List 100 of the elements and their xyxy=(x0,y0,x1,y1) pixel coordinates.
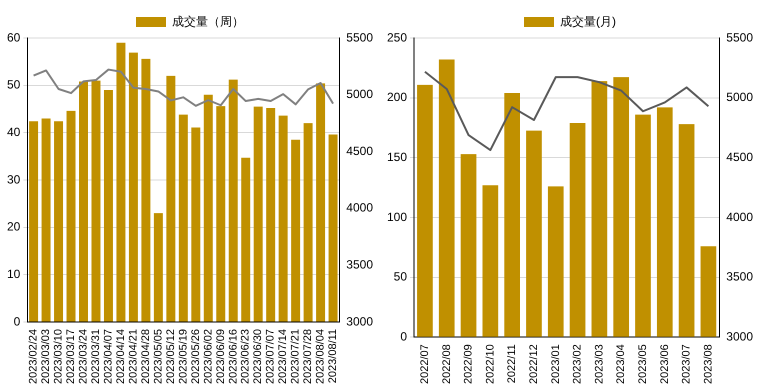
x-tick-label: 2023/03 xyxy=(593,344,606,384)
x-tick-label: 2023/03/17 xyxy=(65,328,78,384)
bar xyxy=(678,124,694,337)
y2-tick-label: 3500 xyxy=(726,270,754,284)
x-tick-label: 2023/03/24 xyxy=(78,328,90,384)
x-tick-label: 2023/03/03 xyxy=(40,328,52,384)
x-tick-label: 2023/05 xyxy=(637,344,650,384)
y2-tick-label: 3000 xyxy=(346,314,374,328)
y2-tick-label: 5000 xyxy=(726,90,754,104)
x-tick-label: 2022/07 xyxy=(418,344,431,384)
bar xyxy=(278,116,288,322)
x-tick-label: 2023/02 xyxy=(572,344,584,384)
bar xyxy=(266,108,276,322)
x-tick-label: 2022/08 xyxy=(440,344,453,384)
bar xyxy=(91,80,100,322)
bar xyxy=(154,213,163,322)
y-tick-label: 200 xyxy=(386,90,408,104)
bar xyxy=(417,84,433,337)
x-tick-label: 2023/03/31 xyxy=(90,328,102,384)
y-tick-label: 0 xyxy=(14,314,21,328)
x-tick-label: 2023/05/12 xyxy=(164,328,177,384)
y2-tick-label: 3000 xyxy=(726,330,754,344)
x-tick-label: 2023/08/04 xyxy=(314,328,327,384)
x-tick-label: 2023/05/05 xyxy=(152,328,164,384)
x-tick-label: 2023/01 xyxy=(550,344,562,384)
bar xyxy=(570,122,586,337)
x-tick-label: 2023/07/14 xyxy=(277,328,290,384)
x-tick-label: 2023/08 xyxy=(702,344,714,384)
y-tick-label: 20 xyxy=(6,220,21,234)
bar xyxy=(328,134,338,322)
x-tick-label: 2023/06/30 xyxy=(252,328,264,384)
x-tick-label: 2022/12 xyxy=(528,344,540,384)
y2-tick-label: 5500 xyxy=(346,30,374,44)
bar xyxy=(141,58,150,322)
bar xyxy=(548,186,564,337)
x-tick-label: 2023/08/11 xyxy=(327,328,340,384)
x-tick-label: 2023/04 xyxy=(615,344,628,384)
x-tick-label: 2023/06/02 xyxy=(202,328,214,384)
x-tick-label: 2023/06/16 xyxy=(227,328,240,384)
bar xyxy=(191,127,200,322)
bar xyxy=(656,107,673,337)
y2-tick-label: 5000 xyxy=(346,87,374,102)
x-tick-label: 2022/09 xyxy=(462,344,475,384)
x-tick-label: 2022/11 xyxy=(506,344,518,384)
bar xyxy=(460,154,476,337)
x-tick-label: 2023/04/28 xyxy=(140,328,152,384)
y2-tick-label: 5500 xyxy=(726,30,754,44)
bar xyxy=(42,118,51,322)
bar xyxy=(29,121,38,322)
bar xyxy=(504,93,520,337)
y-tick-label: 100 xyxy=(386,210,408,224)
bar xyxy=(178,114,188,322)
bar xyxy=(241,158,250,322)
bar xyxy=(104,90,113,322)
bar xyxy=(592,81,608,337)
bar xyxy=(79,82,88,322)
x-tick-label: 2023/07/28 xyxy=(302,328,314,384)
y2-tick-label: 3500 xyxy=(346,257,374,272)
y-tick-label: 0 xyxy=(400,330,408,344)
bar xyxy=(254,106,263,322)
bar xyxy=(216,106,226,322)
x-tick-label: 2023/04/14 xyxy=(114,328,127,384)
y2-tick-label: 4000 xyxy=(346,200,374,215)
bar xyxy=(613,77,630,337)
bar xyxy=(316,83,326,322)
bar xyxy=(635,114,651,337)
bar xyxy=(482,185,498,337)
y-tick-label: 10 xyxy=(6,266,21,281)
y-tick-label: 40 xyxy=(6,124,21,139)
x-tick-label: 2023/05/26 xyxy=(190,328,202,384)
x-tick-label: 2023/07/21 xyxy=(290,328,302,384)
x-tick-label: 2023/06/09 xyxy=(214,328,227,384)
y-tick-label: 50 xyxy=(6,78,21,92)
bar xyxy=(54,121,64,322)
bar xyxy=(204,94,213,322)
y-tick-label: 30 xyxy=(6,172,21,186)
bar xyxy=(291,140,300,322)
bar xyxy=(700,246,716,337)
x-tick-label: 2023/06/23 xyxy=(240,328,252,384)
legend-label: 成交量（周） xyxy=(172,14,244,28)
x-tick-label: 2023/04/21 xyxy=(127,328,140,384)
x-tick-label: 2023/02/24 xyxy=(28,328,40,384)
bar xyxy=(128,52,138,322)
bar xyxy=(116,42,126,322)
x-tick-label: 2023/07 xyxy=(680,344,693,384)
x-tick-label: 2023/06 xyxy=(658,344,671,384)
y2-tick-label: 4000 xyxy=(726,210,754,224)
x-tick-label: 2023/04/07 xyxy=(102,328,114,384)
x-tick-label: 2023/05/19 xyxy=(177,328,190,384)
bar xyxy=(438,60,455,337)
bar xyxy=(66,110,76,322)
y-tick-label: 250 xyxy=(386,30,408,44)
bar xyxy=(304,123,313,322)
y-tick-label: 50 xyxy=(394,270,408,284)
bar xyxy=(526,130,542,337)
x-tick-label: 2023/07/07 xyxy=(264,328,277,384)
bar xyxy=(228,80,238,322)
x-tick-label: 2022/10 xyxy=(484,344,496,384)
y-tick-label: 150 xyxy=(386,150,408,164)
y2-tick-label: 4500 xyxy=(346,144,374,158)
